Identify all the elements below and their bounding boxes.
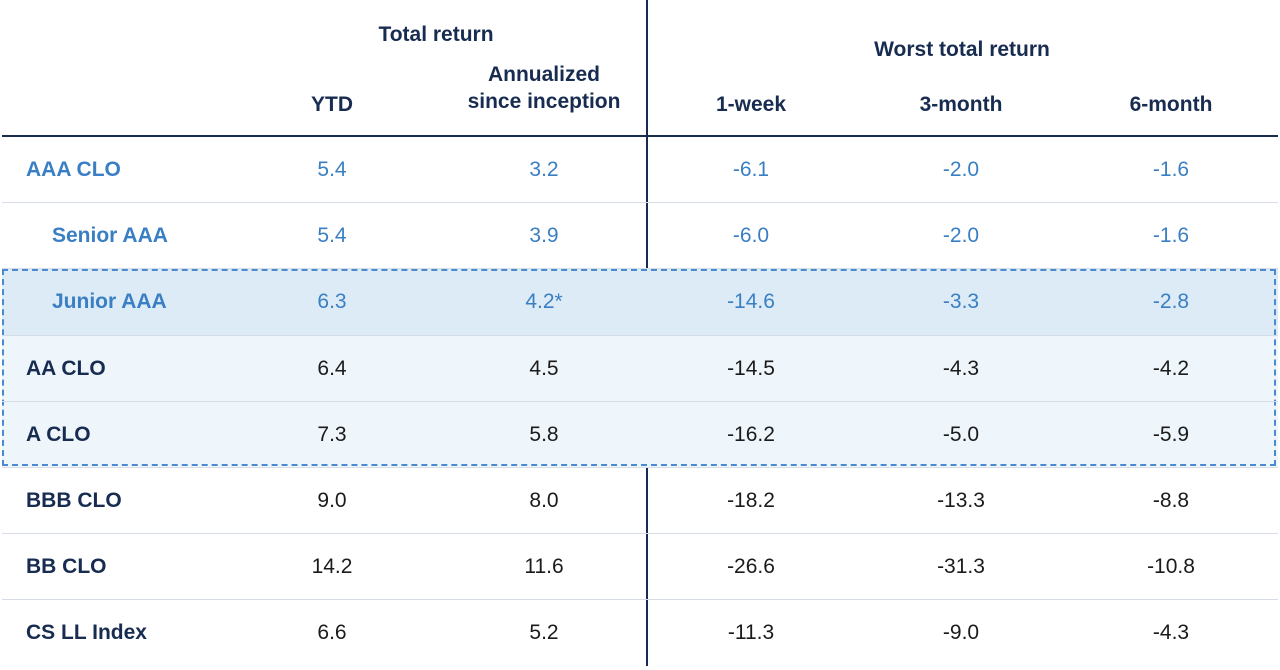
row-divider	[2, 400, 1278, 402]
table-cell: 9.0	[317, 489, 347, 513]
table-cell: -5.9	[1152, 422, 1190, 446]
table-cell: -5.0	[942, 422, 980, 446]
table-cell: -11.3	[727, 621, 775, 645]
table-cell: -26.6	[727, 555, 775, 579]
table-cell: -2.8	[1152, 290, 1190, 314]
header-total-return: Total return	[378, 22, 494, 46]
column-header: YTD	[222, 90, 442, 118]
row-label: BB CLO	[26, 555, 107, 579]
highlight-band	[2, 335, 1278, 402]
row-label: BBB CLO	[26, 489, 122, 513]
table-cell: -6.1	[732, 158, 770, 182]
table-cell: -3.3	[942, 290, 980, 314]
row-label: A CLO	[26, 422, 91, 446]
row-label: AAA CLO	[26, 158, 121, 182]
table-cell: 8.0	[529, 489, 559, 513]
table-cell: -14.6	[727, 290, 775, 314]
row-divider	[2, 202, 1278, 204]
table-cell: -9.0	[942, 621, 980, 645]
header-divider	[2, 135, 1278, 137]
table-cell: 6.4	[317, 356, 347, 380]
highlight-band	[2, 401, 1278, 468]
table-cell: -1.6	[1152, 158, 1190, 182]
column-header-line: YTD	[311, 92, 353, 116]
table-cell: -31.3	[937, 555, 985, 579]
table-cell: -4.3	[1152, 621, 1190, 645]
row-divider	[2, 334, 1278, 336]
table-cell: -8.8	[1152, 489, 1190, 513]
table-cell: 4.2*	[525, 290, 563, 314]
row-label: Senior AAA	[52, 224, 168, 248]
column-header-line: 3-month	[919, 92, 1003, 116]
row-label: CS LL Index	[26, 621, 147, 645]
table-cell: 5.4	[317, 224, 347, 248]
table-cell: 3.2	[529, 158, 559, 182]
row-divider	[2, 467, 1278, 468]
header-worst-total-return: Worst total return	[874, 37, 1050, 61]
table-cell: -2.0	[942, 158, 980, 182]
highlight-box	[2, 269, 1276, 466]
table-cell: -4.3	[942, 356, 980, 380]
column-header: Annualized since inception	[434, 58, 654, 118]
table-cell: 14.2	[311, 555, 353, 579]
table-cell: -2.0	[942, 224, 980, 248]
table-cell: 7.3	[317, 422, 347, 446]
table-cell: -10.8	[1147, 555, 1195, 579]
table-cell: 4.5	[529, 356, 559, 380]
row-label: Junior AAA	[52, 290, 167, 314]
table-cell: -4.2	[1152, 356, 1190, 380]
table-cell: -1.6	[1152, 224, 1190, 248]
table-cell: 3.9	[529, 224, 559, 248]
table-cell: -14.5	[727, 356, 775, 380]
row-divider	[2, 268, 1278, 270]
table-cell: 5.8	[529, 422, 559, 446]
table-cell: 11.6	[524, 555, 564, 579]
table-cell: -6.0	[732, 224, 770, 248]
table-cell: 6.3	[317, 290, 347, 314]
row-divider	[2, 533, 1278, 535]
highlight-band	[2, 269, 1278, 336]
table-cell: 5.2	[529, 621, 559, 645]
column-header-line: since inception	[467, 90, 621, 113]
row-label: AA CLO	[26, 356, 106, 380]
table-cell: 6.6	[317, 621, 347, 645]
column-header-line: 6-month	[1129, 92, 1213, 116]
column-header: 3-month	[851, 90, 1071, 118]
column-header-line: Annualized	[487, 63, 600, 86]
table-cell: -13.3	[937, 489, 985, 513]
column-header-line: 1-week	[715, 92, 787, 116]
row-divider	[2, 599, 1278, 601]
table-cell: -18.2	[727, 489, 775, 513]
table-cell: 5.4	[317, 158, 347, 182]
column-header: 6-month	[1061, 90, 1280, 118]
column-header: 1-week	[641, 90, 861, 118]
table-cell: -16.2	[727, 422, 775, 446]
